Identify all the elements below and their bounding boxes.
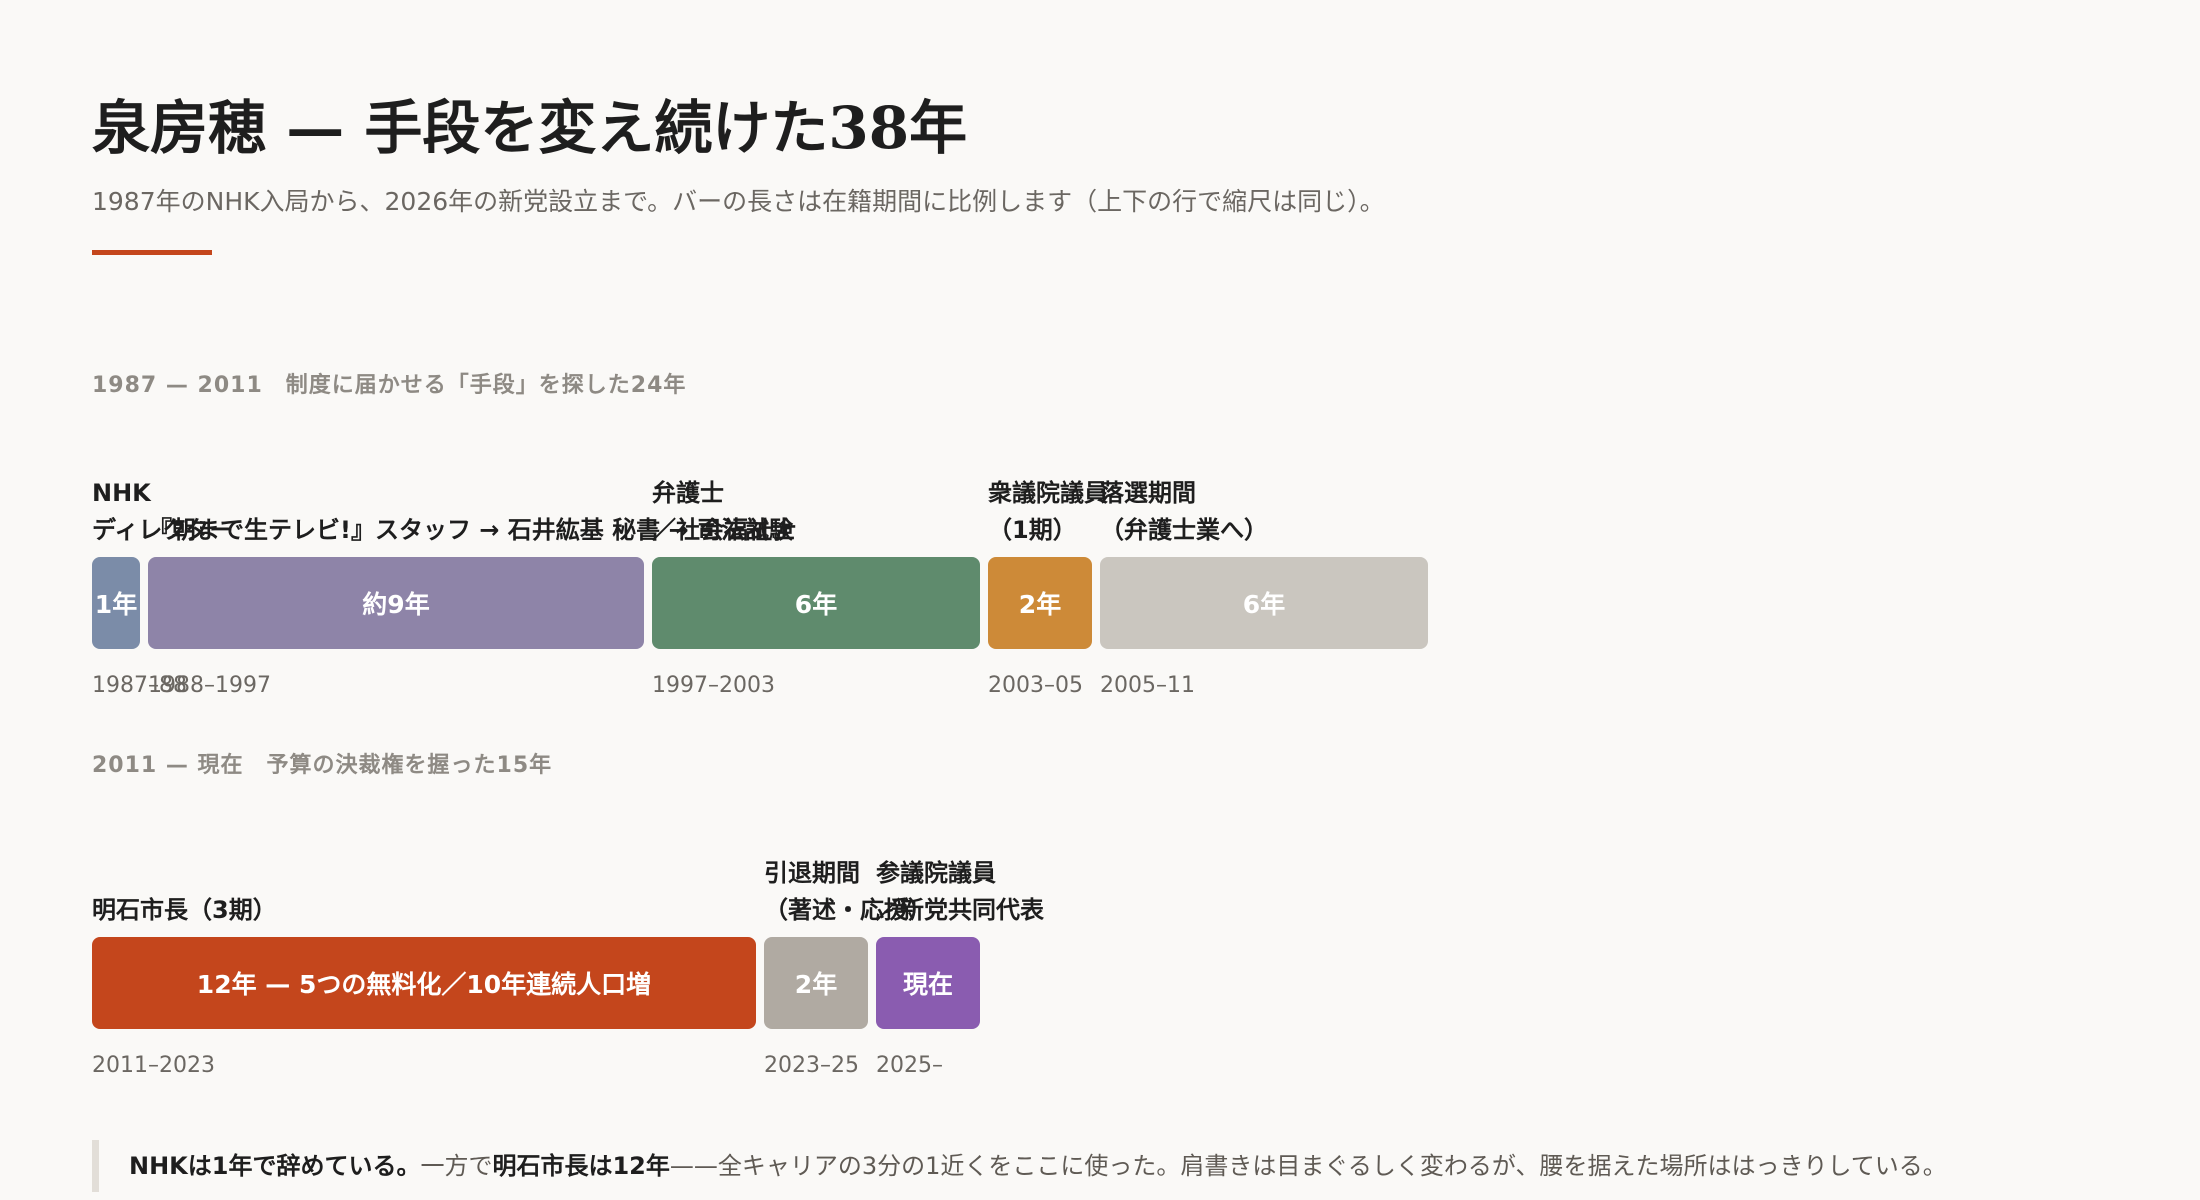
segment-label: 弁護士 ／社会福祉士 (652, 479, 796, 544)
page-title: 泉房穂 — 手段を変え続けた38年 (92, 94, 968, 162)
page-subtitle: 1987年のNHK入局から、2026年の新党設立まで。バーの長さは在籍期間に比例… (92, 187, 1385, 216)
segment-years: 2011–2023 (92, 1053, 215, 1078)
segment-years: 2005–11 (1100, 673, 1195, 698)
segment-label: 明石市長（3期） (92, 896, 277, 924)
segment-years: 1988–1997 (148, 673, 271, 698)
segment-label: 落選期間 （弁護士業へ） (1100, 479, 1268, 544)
segment-years: 2023–25 (764, 1053, 859, 1078)
timeline-bar: 2年 (988, 557, 1092, 649)
timeline-bar: 1年 (92, 557, 140, 649)
timeline-row-2: 明石市長（3期） 12年 — 5つの無料化／10年連続人口増 2011–2023 引退… (0, 797, 2200, 1078)
timeline-bar: 6年 (1100, 557, 1428, 649)
segment-years: 1987–88 (92, 673, 187, 698)
segment-label: 引退期間 （著述・応援） (764, 859, 932, 924)
segment-years: 2025– (876, 1053, 943, 1078)
segment-years: 2003–05 (988, 673, 1083, 698)
row-1-section-label: 1987 — 2011 制度に届かせる「手段」を探した24年 (92, 373, 687, 398)
timeline-bar: 現在 (876, 937, 980, 1029)
timeline-bar: 6年 (652, 557, 980, 649)
summary-note: NHKは1年で辞めている。一方で明石市長は12年——全キャリアの3分の1近くをこ… (92, 1140, 2145, 1192)
accent-rule (92, 250, 212, 255)
timeline-bar: 12年 — 5つの無料化／10年連続人口増 (92, 937, 756, 1029)
row-2-section-label: 2011 — 現在 予算の決裁権を握った15年 (92, 753, 553, 778)
note-text-2: ——全キャリアの3分の1近くをここに使った。肩書きは目まぐるしく変わるが、腰を据… (669, 1152, 1947, 1180)
segment-label: 『朝まで生テレビ!』スタッフ → 石井紘基 秘書 → 司法試験 (148, 516, 793, 544)
timeline-bar: 約9年 (148, 557, 644, 649)
timeline-row-1: NHK ディレクター 1年 1987–88 『朝まで生テレビ!』スタッフ → 石井紘基 … (0, 417, 2200, 698)
segment-label: 参議院議員 ／新党共同代表 (876, 859, 1044, 924)
note-text-1: 一方で (420, 1152, 493, 1180)
note-bold-1: NHKは1年で辞めている。 (129, 1152, 421, 1180)
note-bold-2: 明石市長は12年 (492, 1152, 670, 1180)
segment-years: 1997–2003 (652, 673, 775, 698)
segment-label: NHK ディレクター (92, 479, 234, 544)
timeline-bar: 2年 (764, 937, 868, 1029)
segment-label: 衆議院議員 （1期） (988, 479, 1108, 544)
